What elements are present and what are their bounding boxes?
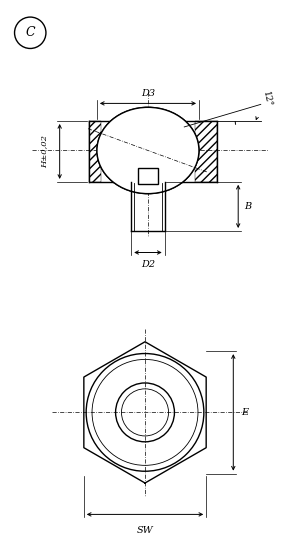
Text: H±0,02: H±0,02 [40, 135, 48, 168]
Text: C: C [25, 26, 35, 39]
Text: D3: D3 [141, 90, 155, 98]
Text: B: B [244, 202, 251, 211]
Bar [138, 168, 158, 184]
Text: SW: SW [137, 526, 153, 535]
Ellipse shape [97, 107, 199, 193]
Text: 12°: 12° [261, 91, 273, 108]
Text: E: E [242, 408, 249, 417]
Text: D2: D2 [141, 260, 155, 269]
